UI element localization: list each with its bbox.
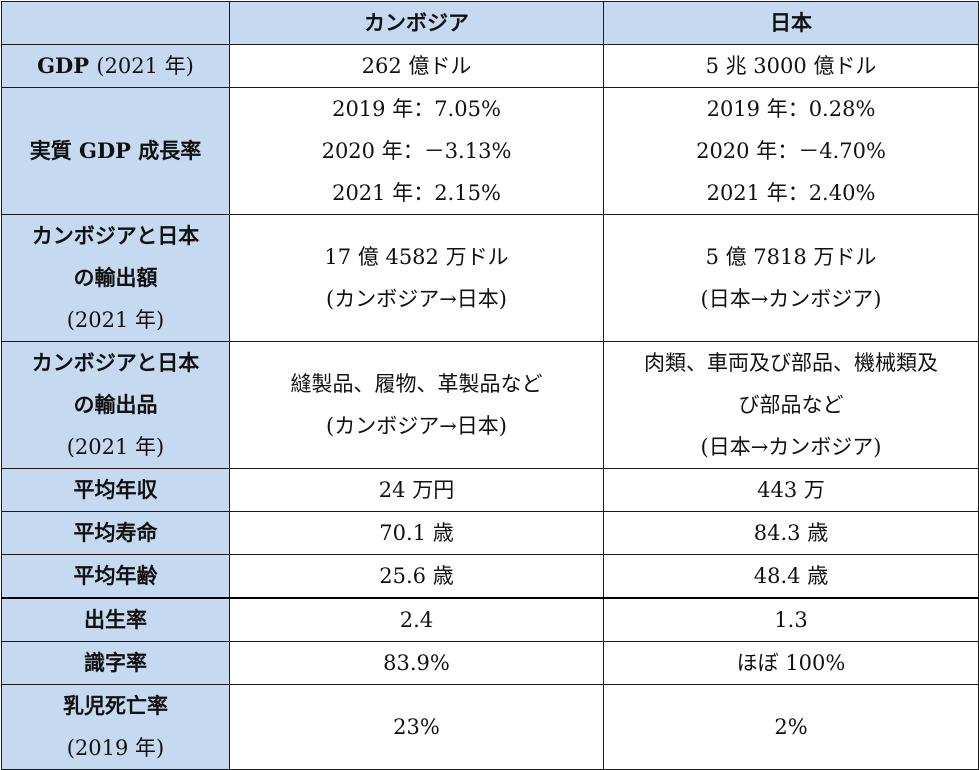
cell-japan-export-value: 5 億 7818 万ドル (日本→カンボジア): [603, 214, 979, 342]
header-row: カンボジア 日本: [1, 1, 979, 45]
row-label-gdp-year: (2021 年): [96, 54, 194, 78]
cell-text: 縫製品、履物、革製品など: [290, 372, 543, 396]
row-label-average-income: 平均年収: [1, 468, 230, 512]
cell-cambodia-gdp: 262 億ドル: [229, 44, 604, 88]
cell-cambodia-export-value: 17 億 4582 万ドル (カンボジア→日本): [229, 214, 604, 342]
cell-text: (カンボジア→日本): [326, 414, 507, 438]
row-label-year: (2021 年): [66, 435, 165, 459]
cell-cambodia-export-goods: 縫製品、履物、革製品など (カンボジア→日本): [229, 341, 604, 469]
row-label-text: 乳児死亡率: [63, 693, 168, 718]
cell-text: (日本→カンボジア): [700, 435, 882, 459]
cell-text: 2021 年：2.15%: [332, 181, 501, 205]
cell-text: 肉類、車両及び部品、機械類及: [644, 351, 938, 375]
table-row-life-expectancy: 平均寿命 70.1 歳 84.3 歳: [1, 511, 979, 555]
cell-japan-average-income: 443 万: [603, 468, 979, 512]
row-label-birth-rate: 出生率: [1, 597, 230, 642]
cell-text: 5 億 7818 万ドル: [705, 245, 877, 269]
row-label-text: カンボジアと日本: [31, 350, 200, 375]
cell-text: 2020 年：－4.70%: [696, 139, 886, 163]
cell-cambodia-gdp-growth: 2019 年：7.05% 2020 年：－3.13% 2021 年：2.15%: [229, 87, 604, 215]
cell-text: 5 兆 3000 億ドル: [705, 54, 877, 78]
cell-text: 2021 年：2.40%: [706, 181, 876, 205]
cell-text: 17 億 4582 万ドル: [324, 245, 509, 269]
cell-cambodia-average-income: 24 万円: [229, 468, 604, 512]
row-label-gdp-main: GDP: [37, 53, 97, 78]
cell-japan-gdp: 5 兆 3000 億ドル: [603, 44, 979, 88]
table-row-average-age: 平均年齢 25.6 歳 48.4 歳: [1, 554, 979, 599]
cell-text: 262 億ドル: [361, 54, 472, 78]
cell-cambodia-average-age: 25.6 歳: [229, 554, 604, 599]
cell-japan-life-expectancy: 84.3 歳: [603, 511, 979, 555]
cell-text: (カンボジア→日本): [326, 287, 507, 311]
cell-japan-birth-rate: 1.3: [603, 597, 979, 642]
table-row-gdp: GDP (2021 年) 262 億ドル 5 兆 3000 億ドル: [1, 44, 979, 88]
cell-japan-infant-mortality: 2%: [603, 684, 979, 770]
cell-japan-literacy-rate: ほぼ 100%: [603, 641, 979, 685]
row-label-life-expectancy: 平均寿命: [1, 511, 230, 555]
table-row-average-income: 平均年収 24 万円 443 万: [1, 468, 979, 512]
row-label-text: の輸出品: [73, 392, 158, 417]
cell-cambodia-birth-rate: 2.4: [229, 597, 604, 642]
cell-text: (日本→カンボジア): [700, 287, 882, 311]
cell-japan-export-goods: 肉類、車両及び部品、機械類及 び部品など (日本→カンボジア): [603, 341, 979, 469]
cell-cambodia-infant-mortality: 23%: [229, 684, 604, 770]
row-label-infant-mortality: 乳児死亡率 (2019 年): [1, 684, 230, 770]
cell-japan-average-age: 48.4 歳: [603, 554, 979, 599]
row-label-gdp-growth: 実質 GDP 成長率: [1, 87, 230, 215]
row-label-average-age: 平均年齢: [1, 554, 230, 599]
row-label-gdp: GDP (2021 年): [1, 44, 230, 88]
cell-cambodia-life-expectancy: 70.1 歳: [229, 511, 604, 555]
row-label-export-goods: カンボジアと日本 の輸出品 (2021 年): [1, 341, 230, 469]
cell-text: 2019 年：0.28%: [706, 97, 876, 121]
cell-japan-gdp-growth: 2019 年：0.28% 2020 年：－4.70% 2021 年：2.40%: [603, 87, 979, 215]
corner-cell: [1, 1, 230, 45]
table-row-birth-rate: 出生率 2.4 1.3: [1, 597, 979, 642]
row-label-text: カンボジアと日本: [31, 223, 200, 248]
row-label-text: 実質 GDP 成長率: [29, 138, 202, 163]
row-label-year: (2021 年): [66, 308, 165, 332]
row-label-year: (2019 年): [66, 736, 165, 760]
row-label-text: の輸出額: [73, 265, 158, 290]
table-row-infant-mortality: 乳児死亡率 (2019 年) 23% 2%: [1, 684, 979, 770]
table-row-export-goods: カンボジアと日本 の輸出品 (2021 年) 縫製品、履物、革製品など (カンボ…: [1, 341, 979, 469]
table-row-gdp-growth: 実質 GDP 成長率 2019 年：7.05% 2020 年：－3.13% 20…: [1, 87, 979, 215]
row-label-export-value: カンボジアと日本 の輸出額 (2021 年): [1, 214, 230, 342]
table-row-export-value: カンボジアと日本 の輸出額 (2021 年) 17 億 4582 万ドル (カン…: [1, 214, 979, 342]
cell-text: 2019 年：7.05%: [332, 97, 501, 121]
cell-text: び部品など: [738, 393, 844, 417]
table-row-literacy-rate: 識字率 83.9% ほぼ 100%: [1, 641, 979, 685]
cell-cambodia-literacy-rate: 83.9%: [229, 641, 604, 685]
row-label-literacy-rate: 識字率: [1, 641, 230, 685]
cell-text: 2020 年：－3.13%: [321, 139, 512, 163]
column-header-japan: 日本: [603, 1, 979, 45]
column-header-cambodia: カンボジア: [229, 1, 604, 45]
